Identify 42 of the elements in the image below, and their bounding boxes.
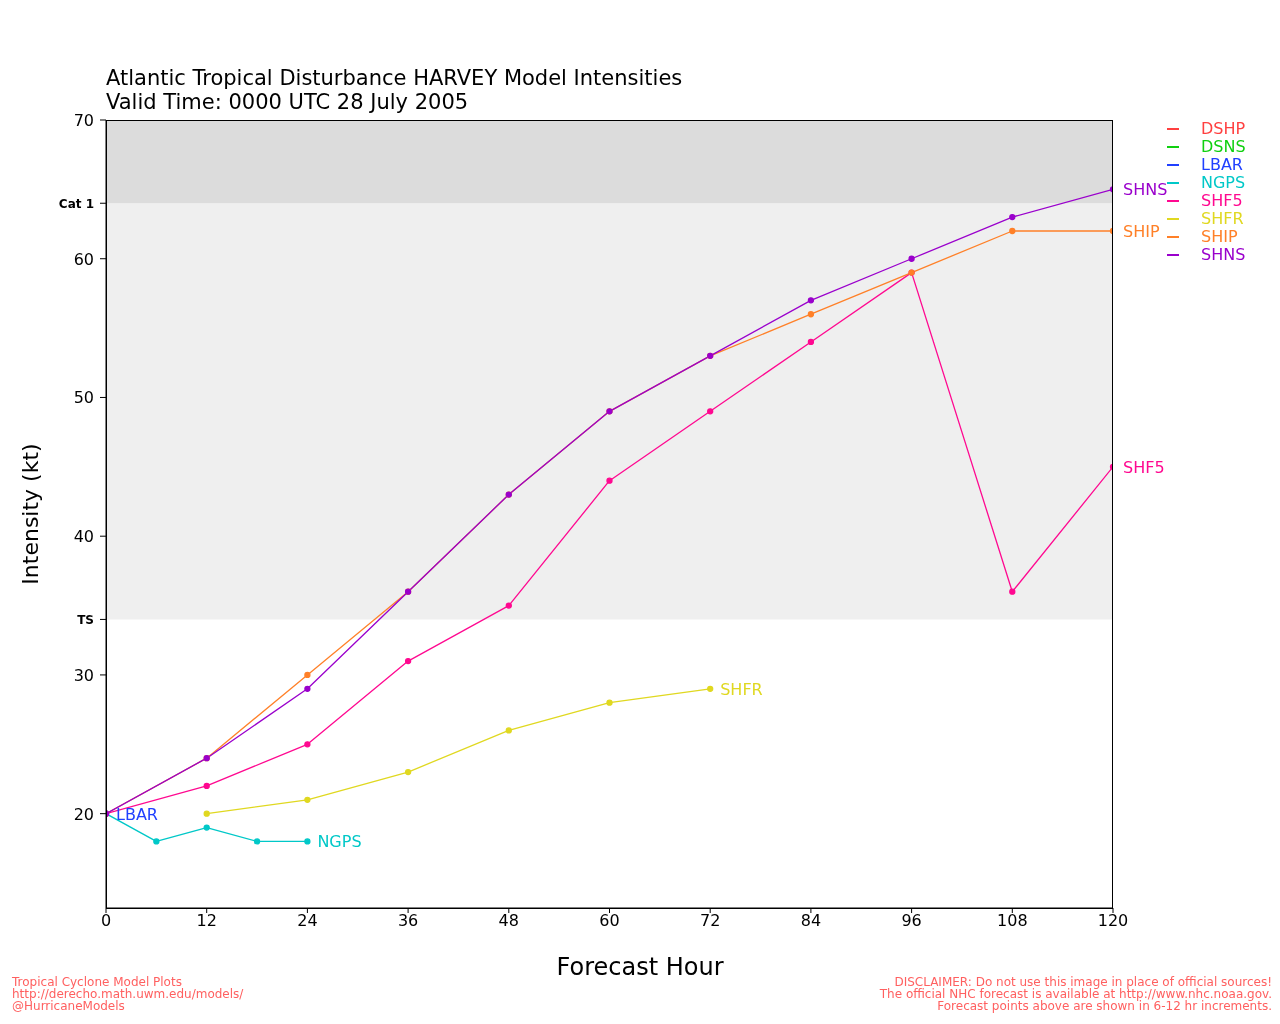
legend-label: DSHP <box>1201 119 1246 138</box>
x-tick-label: 0 <box>100 911 112 931</box>
legend-label: NGPS <box>1201 173 1246 192</box>
chart-subtitle: Valid Time: 0000 UTC 28 July 2005 <box>106 90 470 114</box>
text: SHNS <box>1123 180 1168 200</box>
x-tick-label: 108 <box>997 911 1028 931</box>
y-tick-label: 60 <box>73 249 94 269</box>
text: SHIP <box>1123 221 1160 241</box>
text: DISCLAIMER: Do not use this image in place of official sources! <box>894 975 1272 989</box>
legend-label: SHF5 <box>1201 191 1243 210</box>
legend-label: DSNS <box>1201 137 1246 156</box>
x-tick-label: 84 <box>800 911 822 931</box>
legend-label: SHIP <box>1201 227 1238 246</box>
text: http://derecho.math.uwm.edu/models/ <box>12 987 244 1001</box>
y-tick-label: 40 <box>73 527 94 547</box>
text: SHF5 <box>1123 457 1165 477</box>
x-axis-title: Forecast Hour <box>556 953 724 981</box>
x-tick-label: 96 <box>901 911 922 931</box>
y-tick-label: 30 <box>73 665 94 685</box>
x-tick-label: 12 <box>196 911 217 931</box>
y-tick-label: 20 <box>73 804 94 824</box>
y-tick-label: TS <box>77 613 94 628</box>
legend-label: LBAR <box>1201 155 1243 174</box>
x-tick-label: 48 <box>498 911 519 931</box>
legend-label: SHFR <box>1201 209 1244 228</box>
x-tick-label: 36 <box>397 911 419 931</box>
x-tick-label: 120 <box>1097 911 1129 931</box>
legend-label: SHNS <box>1201 245 1246 264</box>
text: Tropical Cyclone Model Plots <box>12 975 182 989</box>
x-tick-label: 60 <box>599 911 620 931</box>
y-tick-label: 50 <box>73 388 94 408</box>
text: @HurricaneModels <box>12 999 125 1013</box>
text: LBAR <box>116 804 158 824</box>
text: The official NHC forecast is available at http://www.nhc.noaa.gov. <box>879 987 1272 1001</box>
chart-title: Atlantic Tropical Disturbance HARVEY Model Intensities <box>106 66 683 90</box>
text: SHFR <box>720 679 763 699</box>
text: NGPS <box>317 832 362 852</box>
y-axis-title: Intensity (kt) <box>17 443 43 585</box>
x-tick-label: 72 <box>700 911 721 931</box>
y-tick-label: 70 <box>73 111 94 130</box>
x-tick-label: 24 <box>297 911 318 931</box>
y-tick-label: Cat 1 <box>58 197 94 212</box>
